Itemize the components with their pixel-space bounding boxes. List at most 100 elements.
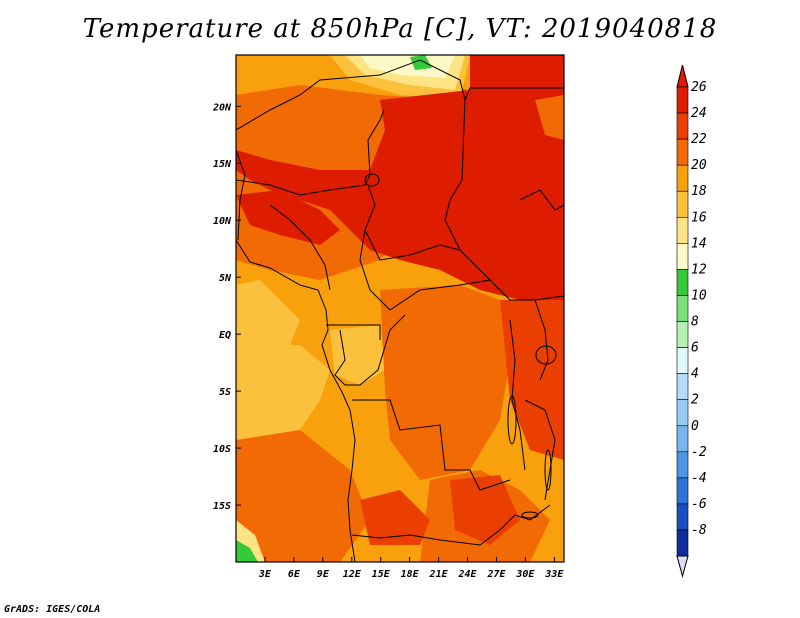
y-tick-label: 15S — [213, 501, 231, 512]
colorbar-bin — [676, 190, 689, 218]
border-equatorial — [326, 324, 381, 340]
border-niger-nigeria — [236, 109, 385, 196]
border-coastline-west — [236, 239, 356, 562]
field-ethiopia-cool — [535, 95, 564, 140]
colorbar-bin — [676, 269, 689, 296]
border-algeria-niger — [236, 74, 381, 131]
colorbar-bin — [676, 216, 689, 244]
colorbar-label: 4 — [691, 367, 699, 382]
colorbar-bin — [676, 503, 689, 531]
colorbar-over-arrow — [676, 64, 689, 88]
colorbar-bin — [676, 243, 689, 270]
border-sudan-ethiopia — [519, 189, 564, 211]
map-title: Temperature at 850hPa [C], VT: 201904081… — [82, 14, 718, 44]
border-libya — [379, 59, 564, 102]
colorbar-bin — [676, 425, 689, 453]
y-tick-label: 15N — [213, 159, 232, 170]
field-hot-core-24-26 — [236, 55, 564, 310]
x-tick-label: 3E — [258, 569, 272, 580]
x-tick-label: 27E — [486, 569, 506, 580]
x-tick-label: 30E — [515, 569, 535, 580]
field-nigeria-24-26 — [236, 190, 340, 245]
border-chad-sudan — [444, 99, 491, 281]
border-uganda-kenya — [534, 299, 549, 381]
colorbar-bin — [676, 321, 689, 348]
x-tick-label: 33E — [544, 569, 564, 580]
border-cameroon-car — [359, 229, 391, 311]
y-tick-label: 10S — [213, 444, 231, 455]
border-zambia-zimbabwe — [499, 504, 551, 531]
y-tick-label: 5S — [219, 387, 231, 398]
lake-malawi — [544, 449, 552, 491]
colorbar-bin — [676, 529, 689, 557]
field-south-22-24 — [236, 430, 370, 562]
colorbar-bin — [676, 112, 689, 140]
colorbar-label: 26 — [691, 80, 707, 95]
y-tick-label: 20N — [212, 102, 232, 113]
country-borders — [236, 59, 564, 562]
colorbar-bin — [676, 347, 689, 374]
x-tick-label: 21E — [429, 569, 449, 580]
colorbar-bin — [676, 164, 689, 192]
colorbar-label: 24 — [691, 106, 707, 121]
field-north-14-16 — [360, 55, 455, 78]
field-west-coast-18-20b — [236, 280, 300, 345]
map-frame — [235, 54, 565, 563]
colorbar-bin — [676, 451, 689, 479]
colorbar-label: 16 — [691, 210, 707, 225]
x-tick-label: 9E — [317, 569, 330, 580]
field-sw-corner-green — [236, 540, 258, 562]
colorbar-bin — [676, 399, 689, 427]
field-west-coast-18-20 — [236, 345, 330, 445]
field-north-green — [410, 55, 432, 70]
lake-victoria — [535, 345, 557, 365]
colorbar-under-arrow — [676, 555, 689, 578]
x-tick-label: 15E — [372, 569, 391, 580]
border-drc-east — [509, 319, 526, 471]
colorbar-label: 12 — [691, 262, 707, 277]
colorbar-label: 18 — [691, 184, 707, 199]
colorbar-bin — [676, 373, 689, 401]
colorbar-bin — [676, 477, 689, 505]
x-tick-label: 24E — [457, 569, 477, 580]
temperature-field — [236, 55, 564, 562]
y-tick-label: 5N — [219, 273, 232, 284]
border-angola-namibia — [351, 529, 501, 546]
x-tick-label: 6E — [288, 569, 301, 580]
colorbar-bin — [676, 295, 689, 322]
y-tick-label: EQ — [219, 330, 231, 341]
x-axis: 3E 6E 9E 12E 15E 18E 21E 24E 27E 30E 33E — [258, 557, 564, 580]
lakes — [364, 173, 557, 519]
colorbar-label: 8 — [691, 315, 699, 330]
field-angola-24-26 — [360, 490, 430, 545]
border-chad-car — [364, 184, 461, 261]
colorbar-label: 14 — [691, 236, 707, 251]
colorbar-label: -2 — [691, 445, 707, 460]
credit-label: GrADS: IGES/COLA — [4, 604, 101, 615]
colorbar-label: 2 — [691, 393, 699, 408]
lake-chad — [364, 173, 380, 187]
x-tick-label: 12E — [343, 569, 362, 580]
y-axis: 20N 15N 10N 5N EQ 5S 10S 15S — [212, 102, 241, 512]
colorbar-label: 22 — [691, 132, 707, 147]
colorbar-label: -4 — [691, 471, 707, 486]
field-central-22-24 — [380, 285, 510, 480]
colorbar-label: 0 — [691, 419, 699, 434]
colorbar-label: 20 — [691, 158, 707, 173]
field-gabon-18-20 — [330, 325, 385, 385]
colorbar-label: -6 — [691, 497, 707, 512]
colorbar-label: 6 — [691, 341, 699, 356]
colorbar-bin — [676, 86, 689, 114]
colorbar-label: -8 — [691, 523, 707, 538]
colorbar-bin — [676, 138, 689, 166]
x-tick-label: 18E — [401, 569, 420, 580]
y-tick-label: 10N — [213, 216, 232, 227]
lake-tanganyika — [507, 395, 517, 445]
border-tanzania — [524, 399, 556, 501]
border-nigeria-cameroon — [269, 204, 331, 291]
colorbar-label: 10 — [691, 288, 707, 303]
lake-kariba — [521, 511, 539, 519]
border-drc-angola — [352, 399, 511, 491]
